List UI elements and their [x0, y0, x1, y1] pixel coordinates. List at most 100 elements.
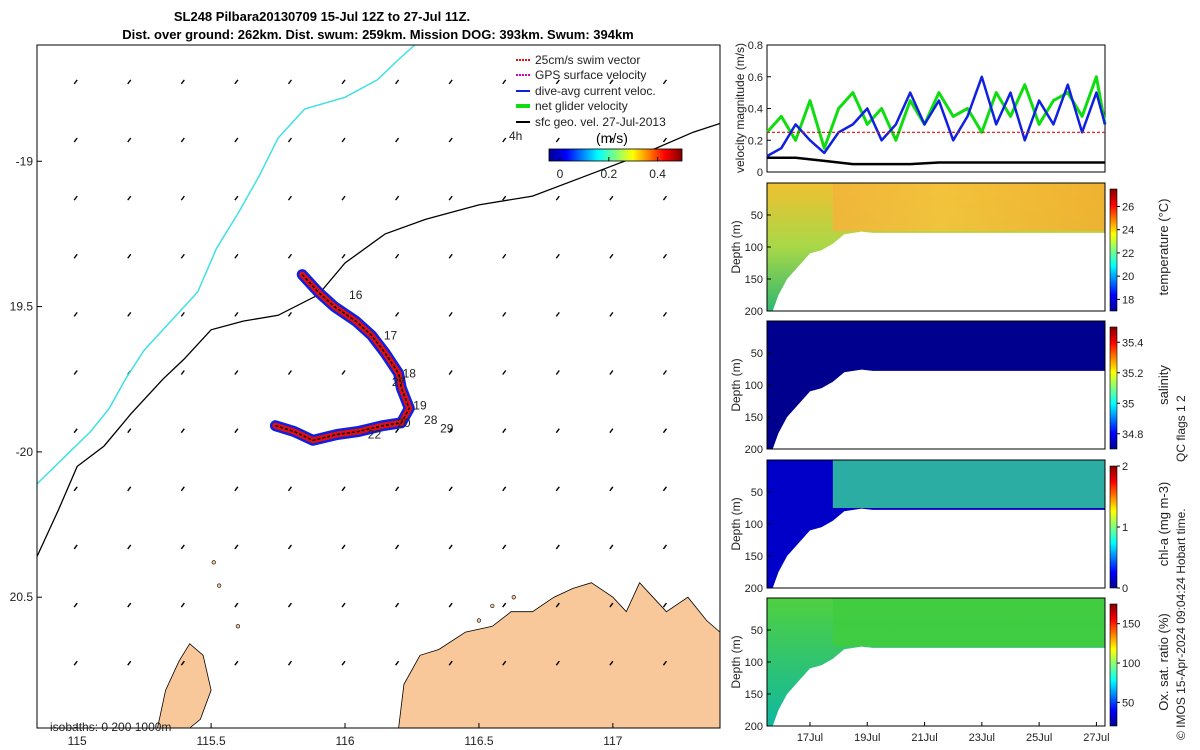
surface-vector-32 [180, 660, 185, 666]
surface-vector-18 [127, 486, 132, 492]
surface-vector-73 [395, 486, 400, 492]
surface-vector-13 [127, 195, 132, 201]
surface-vector-126 [662, 370, 667, 375]
surface-vector-74 [395, 544, 400, 550]
surface-vector-91 [502, 253, 507, 259]
surface-vector-1 [73, 137, 78, 143]
legend-net: net glider velocity [535, 99, 628, 113]
section-0-colorbar [1109, 188, 1118, 312]
surface-vector-41 [234, 544, 239, 550]
surface-vector-92 [502, 311, 507, 317]
surface-vector-107 [555, 544, 560, 550]
day-label-20: 20 [397, 416, 411, 430]
glider-track [269, 269, 415, 446]
surface-vector-55 [341, 79, 346, 85]
section-3-tick-label-0: 50 [751, 625, 763, 637]
surface-vector-53 [287, 602, 293, 608]
section-1-colorbar [1109, 326, 1118, 450]
section-1-tick-label-3: 200 [745, 444, 763, 456]
surface-velocity-vectors [73, 79, 667, 666]
day-label-18: 18 [403, 366, 417, 380]
surface-vector-69 [395, 253, 400, 259]
time-tick-label-4: 25Jul [1026, 732, 1052, 744]
surface-vector-112 [609, 195, 614, 201]
section-1-ylabel: Depth (m) [729, 358, 743, 411]
section-oxygen_section: 50 100 150 200 Depth (m) 50 100 150 Ox. sat. rat… [729, 597, 1171, 733]
section-3-colorbar-label: Ox. sat. ratio (%) [1156, 613, 1171, 711]
land-mass [157, 560, 720, 728]
velocity-ylabel: velocity magnitude (m/s) [733, 43, 747, 173]
surface-vector-43 [234, 660, 239, 666]
surface-vector-17 [127, 428, 132, 434]
section-3-tick-label-2: 150 [745, 689, 763, 701]
section-upper-fill-2 [832, 460, 1105, 508]
section-2-tick-label-3: 200 [745, 583, 763, 595]
map-x-tick-label-3: 116.5 [464, 734, 493, 748]
surface-vector-76 [395, 660, 400, 666]
section-upper-fill-3 [832, 598, 1105, 646]
island-0 [211, 560, 216, 565]
map-x-tick-label-4: 117 [603, 734, 622, 748]
velocity-series [765, 75, 1107, 166]
section-chla_section: 50 100 150 200 Depth (m) 0 1 2 chl-a (mg m-3) [729, 459, 1171, 595]
surface-vector-31 [180, 602, 185, 608]
surface-vector-42 [234, 602, 239, 608]
map-y-tick-label-3: 20.5 [10, 590, 34, 604]
credit-text: © IMOS 15-Apr-2024 09:04:24 Hobart time. [1174, 508, 1188, 740]
section-0-tick-label-0: 50 [751, 210, 763, 222]
map-x-tick-label-2: 116 [335, 734, 354, 748]
track-line [275, 274, 411, 442]
map-x-tick-label-1: 115.5 [197, 734, 226, 748]
surface-vector-15 [127, 311, 132, 317]
title-line-1: SL248 Pilbara20130709 15-Jul 12Z to 27-J… [174, 9, 470, 24]
section-1-tick-label-1: 100 [745, 380, 763, 392]
surface-vector-101 [555, 195, 560, 201]
surface-vector-54 [287, 660, 293, 666]
colorbar-unit: (m/s) [596, 130, 628, 146]
surface-vector-9 [73, 602, 78, 608]
surface-vector-64 [341, 602, 346, 608]
map-x-tick-label-0: 115 [68, 734, 87, 748]
surface-vector-65 [341, 660, 346, 666]
island-2 [235, 624, 240, 629]
section-1-cb-label-0: 34.8 [1122, 429, 1143, 441]
section-0-tick-label-2: 150 [745, 274, 763, 286]
velocity-tick-label-4: 0.8 [748, 40, 763, 52]
surface-vector-49 [287, 370, 293, 375]
island-3 [490, 603, 495, 609]
section-2-tick-label-1: 100 [745, 519, 763, 531]
surface-vector-37 [234, 311, 239, 317]
section-0-colorbar-label: temperature (°C) [1156, 199, 1171, 296]
time-tick-label-0: 17Jul [797, 732, 823, 744]
surface-vector-106 [555, 486, 560, 492]
surface-vector-2 [73, 195, 78, 201]
surface-vector-28 [180, 428, 185, 434]
surface-vector-128 [662, 486, 667, 492]
time-axis: 17Jul 19Jul 21Jul 23Jul 25Jul 27Jul [797, 722, 1110, 744]
surface-vector-35 [234, 195, 239, 201]
section-2-cb-label-1: 1 [1122, 522, 1128, 534]
time-tick-label-1: 19Jul [854, 732, 880, 744]
velocity-tick-label-1: 0.2 [748, 135, 763, 147]
surface-vector-113 [609, 253, 614, 259]
section-0-cb-label-0: 18 [1122, 294, 1134, 306]
surface-vector-114 [609, 311, 614, 317]
surface-vector-21 [127, 660, 132, 666]
surface-vector-23 [180, 137, 185, 143]
section-3-tick-label-1: 100 [745, 657, 763, 669]
surface-vector-66 [395, 79, 400, 85]
day-label-19: 19 [413, 398, 427, 412]
legend-gps: GPS surface velocity [535, 68, 646, 82]
surface-vector-75 [395, 602, 400, 608]
isobath-200m [37, 122, 720, 557]
surface-vector-109 [555, 660, 560, 666]
speed-cb-label-0: 0 [557, 167, 564, 181]
surface-vector-131 [662, 660, 667, 666]
surface-vector-19 [127, 544, 132, 550]
surface-vector-78 [448, 137, 453, 143]
surface-vector-6 [73, 428, 78, 434]
surface-vector-26 [180, 311, 185, 317]
section-upper-fill-1 [832, 321, 1105, 369]
